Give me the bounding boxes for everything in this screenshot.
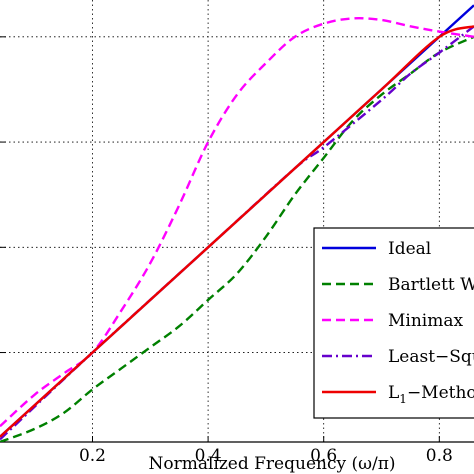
tick-labels: 0.2 0.4 0.6 0.8 [79, 446, 453, 466]
x-tick-label-2: 0.6 [310, 446, 337, 466]
legend-label-1: Bartlett W [388, 275, 474, 295]
series-line-1 [0, 35, 474, 442]
series-layer [0, 4, 474, 442]
legend-label-3: Least−Squ [388, 347, 474, 367]
x-axis-label: Normalized Frequency (ω/π) [148, 454, 395, 474]
legend-label-4: L1−Metho [388, 383, 474, 406]
series-line-4 [0, 25, 474, 438]
legend-label-0: Ideal [388, 239, 431, 259]
legend-box [313, 227, 474, 419]
legend-label-2: Minimax [388, 311, 463, 331]
axes [0, 36, 474, 443]
legend: Ideal Bartlett W Minimax Least−Squ L1−Metho [313, 227, 474, 419]
series-line-2 [0, 17, 474, 428]
grid-lines [0, 0, 474, 442]
x-tick-label-3: 0.8 [426, 446, 453, 466]
series-line-3 [0, 25, 474, 441]
x-tick-label-0: 0.2 [79, 446, 106, 466]
x-tick-label-1: 0.4 [195, 446, 222, 466]
